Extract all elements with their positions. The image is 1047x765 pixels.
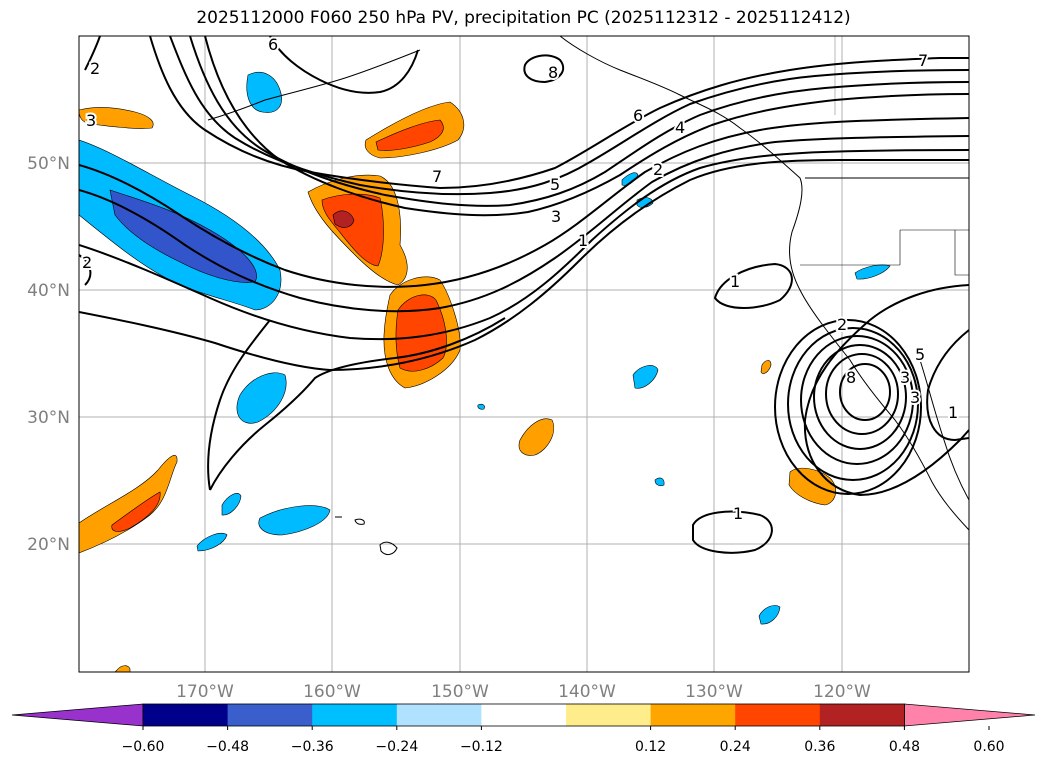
lon-tick-label: 140°W bbox=[558, 682, 616, 702]
contour-label: 1 bbox=[578, 231, 588, 250]
colorbar-segment bbox=[397, 704, 482, 726]
lat-tick-label: 20°N bbox=[27, 535, 70, 555]
contour-label: 1 bbox=[948, 403, 958, 422]
latitude-axis: 50°N 40°N 30°N 20°N bbox=[27, 154, 70, 555]
contour-label: 7 bbox=[918, 51, 928, 70]
colorbar-tick-label: −0.48 bbox=[206, 739, 249, 755]
contour-label: 1 bbox=[733, 504, 743, 523]
colorbar-segment bbox=[735, 704, 820, 726]
contour-label: 5 bbox=[550, 175, 560, 194]
colorbar-segment bbox=[481, 704, 566, 726]
contour-label: 2 bbox=[837, 315, 847, 334]
lon-tick-label: 160°W bbox=[303, 682, 361, 702]
contour-label: 6 bbox=[268, 35, 278, 54]
colorbar-tick-label: −0.12 bbox=[460, 739, 503, 755]
colorbar-segment bbox=[312, 704, 397, 726]
colorbar-tick-label: −0.60 bbox=[122, 739, 165, 755]
map-figure: 2 3 6 8 7 5 3 1 6 4 2 7 1 2 8 5 3 1 1 2 … bbox=[0, 0, 1047, 765]
colorbar-tick-label: −0.24 bbox=[375, 739, 418, 755]
colorbar-segment bbox=[228, 704, 313, 726]
longitude-axis: 170°W 160°W 150°W 140°W 130°W 120°W bbox=[176, 682, 871, 702]
contour-label: 3 bbox=[86, 111, 96, 130]
lat-tick-label: 40°N bbox=[27, 281, 70, 301]
colorbar-segment bbox=[566, 704, 651, 726]
contour-label: 3 bbox=[910, 388, 920, 407]
contour-label: 7 bbox=[432, 167, 442, 186]
lat-tick-label: 50°N bbox=[27, 154, 70, 174]
precip-blue-area bbox=[478, 404, 485, 409]
lon-tick-label: 130°W bbox=[685, 682, 743, 702]
colorbar-segment bbox=[820, 704, 905, 726]
contour-label: 3 bbox=[551, 207, 561, 226]
colorbar-tick-label: 0.36 bbox=[804, 739, 835, 755]
contour-label: 6 bbox=[633, 106, 643, 125]
contour-label: 8 bbox=[846, 368, 856, 387]
colorbar-tick-label: 0.24 bbox=[720, 739, 751, 755]
colorbar: −0.60 −0.48 −0.36 −0.24 −0.12 0.12 0.24 0.36 0.4… bbox=[12, 704, 1035, 755]
colorbar-tick-label: 0.60 bbox=[973, 739, 1004, 755]
colorbar-segment bbox=[651, 704, 736, 726]
contour-label: 2 bbox=[82, 253, 92, 272]
contour-label: 4 bbox=[675, 118, 685, 137]
contour-label: 1 bbox=[730, 272, 740, 291]
colorbar-segment bbox=[143, 704, 228, 726]
contour-label: 5 bbox=[915, 345, 925, 364]
contour-label: 3 bbox=[900, 368, 910, 387]
colorbar-tick-label: 0.12 bbox=[635, 739, 666, 755]
colorbar-tick-label: −0.36 bbox=[291, 739, 334, 755]
lat-tick-label: 30°N bbox=[27, 408, 70, 428]
colorbar-extend-max bbox=[904, 704, 1035, 726]
contour-label: 8 bbox=[548, 63, 558, 82]
contour-label: 2 bbox=[90, 59, 100, 78]
lon-tick-label: 170°W bbox=[176, 682, 234, 702]
lon-tick-label: 150°W bbox=[431, 682, 489, 702]
colorbar-extend-min bbox=[12, 704, 143, 726]
colorbar-tick-label: 0.48 bbox=[889, 739, 920, 755]
contour-label: 2 bbox=[653, 160, 663, 179]
lon-tick-label: 120°W bbox=[813, 682, 871, 702]
